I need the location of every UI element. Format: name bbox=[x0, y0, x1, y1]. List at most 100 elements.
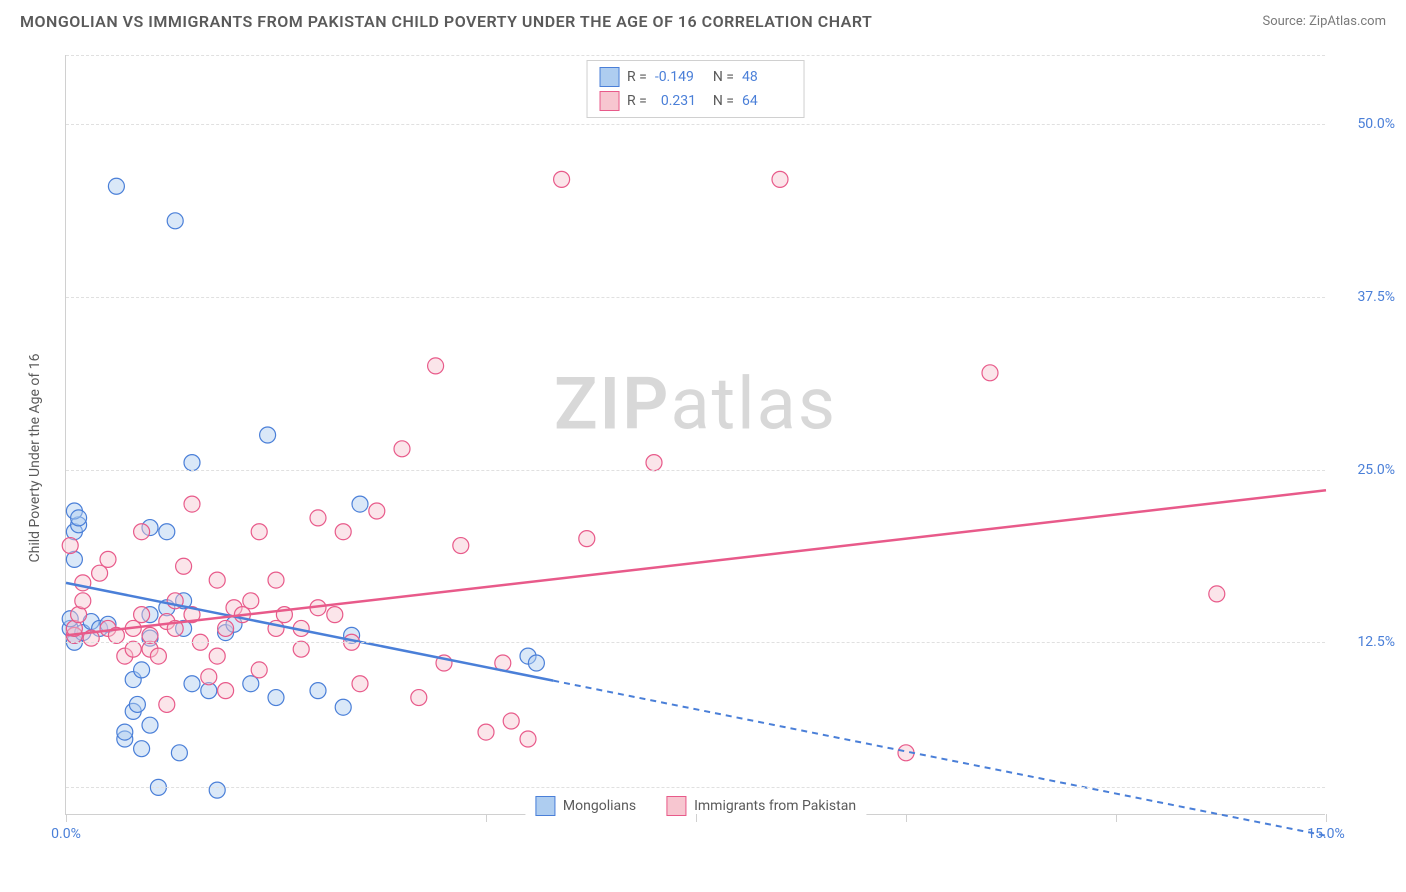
legend-n-label-1: N = bbox=[713, 69, 734, 85]
data-point bbox=[129, 696, 145, 712]
x-tick bbox=[1326, 814, 1327, 822]
legend-r-value-1: -0.149 bbox=[655, 69, 705, 85]
data-point bbox=[209, 648, 225, 664]
data-point bbox=[134, 607, 150, 623]
legend-swatch-2 bbox=[599, 91, 619, 111]
x-tick bbox=[1116, 814, 1117, 822]
data-point bbox=[453, 538, 469, 554]
data-point bbox=[159, 524, 175, 540]
legend-bottom-label-2: Immigrants from Pakistan bbox=[694, 798, 856, 814]
x-tick-label: 15.0% bbox=[1307, 826, 1345, 842]
legend-stats-row-2: R = 0.231 N = 64 bbox=[599, 89, 792, 113]
legend-r-label-2: R = bbox=[627, 93, 647, 109]
plot-area: ZIPatlas R = -0.149 N = 48 R = 0.231 N =… bbox=[65, 55, 1325, 815]
y-axis-label: Child Poverty Under the Age of 16 bbox=[27, 354, 43, 563]
x-tick-label: 0.0% bbox=[51, 826, 81, 842]
data-point bbox=[71, 510, 87, 526]
y-tick-label: 12.5% bbox=[1357, 634, 1395, 650]
data-point bbox=[982, 365, 998, 381]
legend-bottom-item-2: Immigrants from Pakistan bbox=[666, 796, 856, 816]
legend-bottom-item-1: Mongolians bbox=[535, 796, 636, 816]
data-point bbox=[134, 741, 150, 757]
grid-line bbox=[66, 124, 1325, 125]
x-tick bbox=[696, 814, 697, 822]
data-point bbox=[310, 510, 326, 526]
data-point bbox=[394, 441, 410, 457]
data-point bbox=[554, 171, 570, 187]
grid-line bbox=[66, 297, 1325, 298]
data-point bbox=[369, 503, 385, 519]
data-point bbox=[218, 683, 234, 699]
legend-n-value-2: 64 bbox=[742, 93, 792, 109]
data-point bbox=[260, 427, 276, 443]
data-point bbox=[62, 538, 78, 554]
data-point bbox=[478, 724, 494, 740]
data-point bbox=[108, 178, 124, 194]
trend-line bbox=[66, 490, 1326, 635]
y-tick-label: 37.5% bbox=[1357, 289, 1395, 305]
data-point bbox=[184, 676, 200, 692]
data-point bbox=[171, 745, 187, 761]
data-point bbox=[528, 655, 544, 671]
data-point bbox=[411, 690, 427, 706]
data-point bbox=[243, 593, 259, 609]
data-point bbox=[327, 607, 343, 623]
data-point bbox=[251, 662, 267, 678]
legend-bottom: Mongolians Immigrants from Pakistan bbox=[525, 796, 866, 816]
data-point bbox=[1209, 586, 1225, 602]
data-point bbox=[293, 641, 309, 657]
y-tick-label: 50.0% bbox=[1357, 116, 1395, 132]
data-point bbox=[142, 627, 158, 643]
data-point bbox=[772, 171, 788, 187]
data-point bbox=[352, 496, 368, 512]
data-point bbox=[100, 551, 116, 567]
data-point bbox=[268, 572, 284, 588]
data-point bbox=[117, 724, 133, 740]
grid-line bbox=[66, 642, 1325, 643]
data-point bbox=[176, 558, 192, 574]
data-point bbox=[335, 524, 351, 540]
legend-n-value-1: 48 bbox=[742, 69, 792, 85]
data-point bbox=[209, 572, 225, 588]
data-point bbox=[75, 593, 91, 609]
scatter-plot-svg bbox=[66, 55, 1325, 814]
chart-title: MONGOLIAN VS IMMIGRANTS FROM PAKISTAN CH… bbox=[20, 12, 872, 31]
legend-r-value-2: 0.231 bbox=[655, 93, 705, 109]
data-point bbox=[184, 496, 200, 512]
data-point bbox=[251, 524, 267, 540]
data-point bbox=[209, 782, 225, 798]
data-point bbox=[142, 717, 158, 733]
legend-bottom-label-1: Mongolians bbox=[563, 798, 636, 814]
data-point bbox=[579, 531, 595, 547]
data-point bbox=[150, 648, 166, 664]
data-point bbox=[243, 676, 259, 692]
data-point bbox=[335, 699, 351, 715]
x-tick bbox=[486, 814, 487, 822]
data-point bbox=[184, 455, 200, 471]
data-point bbox=[428, 358, 444, 374]
data-point bbox=[134, 662, 150, 678]
legend-bottom-swatch-1 bbox=[535, 796, 555, 816]
legend-bottom-swatch-2 bbox=[666, 796, 686, 816]
legend-n-label-2: N = bbox=[713, 93, 734, 109]
legend-stats-row-1: R = -0.149 N = 48 bbox=[599, 65, 792, 89]
grid-line bbox=[66, 470, 1325, 471]
data-point bbox=[167, 213, 183, 229]
data-point bbox=[268, 690, 284, 706]
data-point bbox=[646, 455, 662, 471]
legend-swatch-1 bbox=[599, 67, 619, 87]
grid-line bbox=[66, 55, 1325, 56]
y-tick-label: 25.0% bbox=[1357, 462, 1395, 478]
header: MONGOLIAN VS IMMIGRANTS FROM PAKISTAN CH… bbox=[0, 0, 1406, 39]
chart-container: Child Poverty Under the Age of 16 ZIPatl… bbox=[50, 55, 1390, 845]
data-point bbox=[201, 669, 217, 685]
grid-line bbox=[66, 787, 1325, 788]
legend-r-label-1: R = bbox=[627, 69, 647, 85]
data-point bbox=[218, 620, 234, 636]
data-point bbox=[310, 683, 326, 699]
data-point bbox=[520, 731, 536, 747]
legend-stats: R = -0.149 N = 48 R = 0.231 N = 64 bbox=[586, 60, 805, 118]
source-label: Source: ZipAtlas.com bbox=[1262, 14, 1386, 29]
x-tick bbox=[906, 814, 907, 822]
data-point bbox=[503, 713, 519, 729]
